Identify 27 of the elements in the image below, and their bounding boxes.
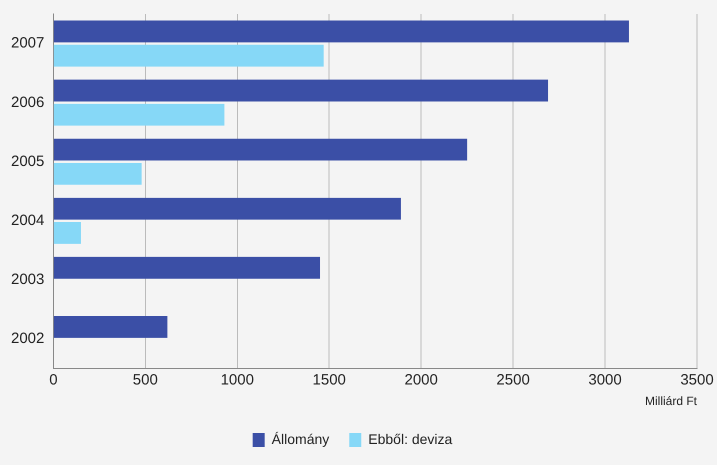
y-tick-label: 2005 — [10, 152, 44, 170]
y-tick-label: 2006 — [10, 94, 44, 111]
x-tick-label: 1000 — [220, 372, 254, 389]
bar — [54, 104, 224, 126]
bar — [54, 316, 168, 338]
y-tick-label: 2002 — [10, 330, 44, 348]
x-tick-label: 500 — [132, 372, 158, 389]
bar — [54, 44, 324, 67]
x-tick-label: 3000 — [588, 372, 622, 389]
bar — [54, 138, 468, 161]
y-tick-label: 2003 — [10, 271, 44, 288]
y-tick-label: 2004 — [10, 212, 44, 229]
bar — [54, 222, 81, 244]
x-tick-label: 3500 — [680, 372, 714, 389]
y-tick-label: 2007 — [10, 34, 44, 52]
legend-label: Ebből: deviza — [368, 430, 453, 447]
x-tick-label: 0 — [49, 372, 58, 389]
x-tick-label: 1500 — [312, 372, 346, 389]
bar — [54, 20, 629, 42]
bar — [54, 162, 142, 185]
x-tick-label: 2000 — [404, 372, 438, 389]
x-tick-label: 2500 — [496, 372, 530, 389]
x-axis-title: Milliárd Ft — [644, 394, 698, 408]
legend-label: Állomány — [272, 430, 330, 447]
bar — [54, 80, 548, 102]
bar — [54, 256, 320, 279]
bar — [54, 198, 401, 220]
